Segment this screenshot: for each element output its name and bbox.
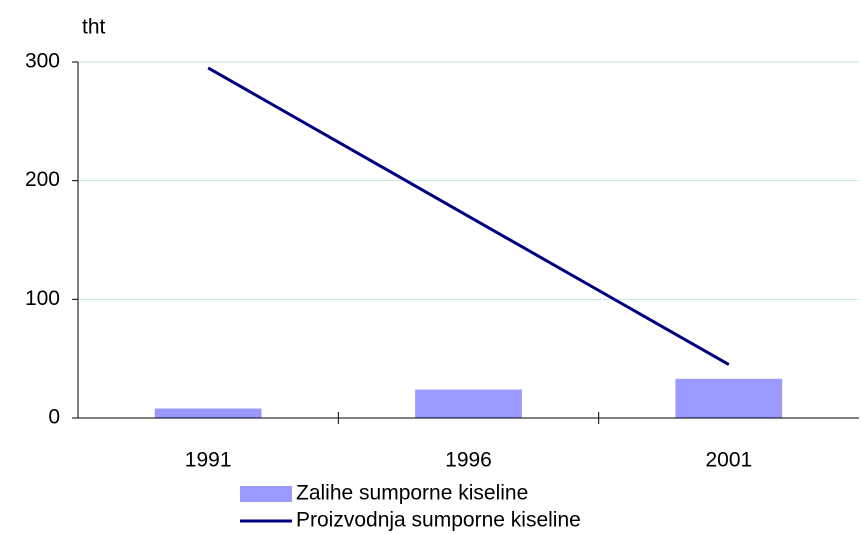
legend-swatch: [240, 486, 292, 502]
y-tick-label: 300: [25, 50, 60, 73]
bar: [675, 378, 783, 418]
line: [207, 66, 730, 366]
bar: [415, 389, 522, 418]
bar: [154, 408, 262, 418]
x-tick-label: 1991: [185, 449, 232, 472]
y-tick-label: 200: [25, 168, 60, 191]
x-tick-label: 1996: [445, 449, 492, 472]
legend-label: Zalihe sumporne kiseline: [296, 482, 528, 505]
y-tick-label: 100: [25, 287, 60, 310]
legend-label: Proizvodnja sumporne kiseline: [296, 509, 581, 532]
y-tick-label: 0: [48, 406, 60, 429]
y-axis-label: tht: [82, 16, 106, 39]
x-tick-label: 2001: [705, 449, 752, 472]
